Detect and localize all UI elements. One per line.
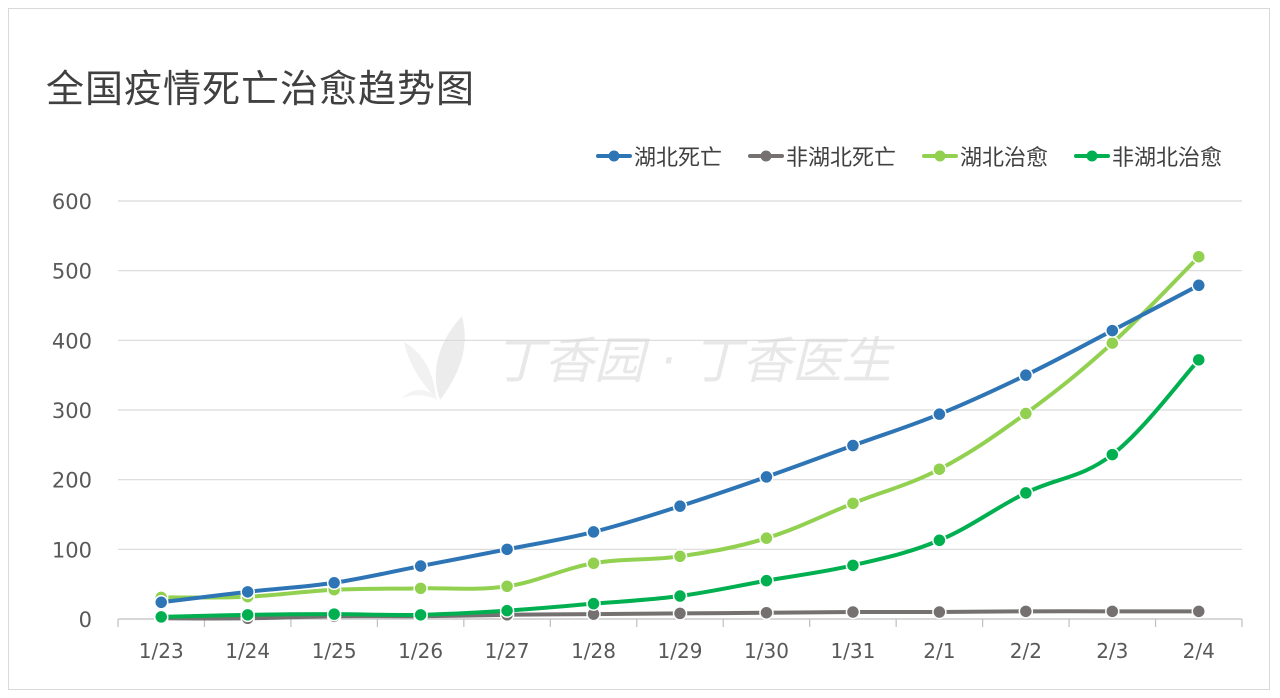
legend-label: 非湖北治愈: [1111, 146, 1222, 171]
data-point: [1191, 249, 1207, 264]
data-point: [845, 604, 861, 620]
x-tick-label: 1/30: [744, 639, 789, 663]
data-point: [932, 604, 947, 620]
data-point: [499, 603, 515, 618]
data-point: [932, 461, 947, 477]
data-point: [1105, 447, 1120, 462]
data-point: [759, 573, 774, 588]
data-point: [586, 596, 601, 611]
data-point: [240, 584, 255, 600]
x-tick-label: 1/26: [398, 639, 443, 663]
y-tick-label: 400: [52, 329, 92, 353]
legend-label: 湖北死亡: [633, 146, 722, 171]
data-point: [326, 606, 342, 622]
x-tick-label: 1/28: [571, 639, 616, 663]
data-point: [759, 469, 774, 485]
legend-marker: [1086, 150, 1098, 162]
data-point: [413, 581, 428, 596]
legend-item-non-hubei-recovered: 非湖北治愈: [1073, 140, 1222, 172]
data-point: [672, 498, 688, 514]
data-point: [1105, 323, 1120, 338]
data-point: [413, 607, 428, 623]
chart-frame: [8, 8, 1270, 690]
data-point: [499, 579, 515, 594]
chart-legend: 湖北死亡 非湖北死亡 湖北治愈 非湖北治愈: [595, 140, 1222, 172]
series-line: [159, 254, 1201, 600]
data-point: [932, 533, 947, 548]
legend-label: 湖北治愈: [959, 146, 1048, 171]
x-tick-label: 1/25: [312, 639, 357, 663]
series-0: [153, 278, 1207, 610]
leaf-logo-icon: [402, 316, 465, 400]
y-tick-label: 300: [52, 399, 92, 423]
legend-label: 非湖北死亡: [785, 146, 896, 171]
data-point: [1191, 352, 1207, 368]
y-tick-label: 100: [52, 538, 92, 562]
data-point: [586, 556, 601, 571]
data-point: [1105, 335, 1120, 351]
x-tick-label: 1/24: [225, 639, 270, 663]
data-point: [499, 542, 515, 557]
data-point: [1191, 278, 1207, 293]
legend-swatch-icon: [1073, 150, 1110, 162]
data-point: [1018, 367, 1034, 383]
data-point: [932, 406, 947, 422]
data-point: [1191, 604, 1207, 619]
chart-title: 全国疫情死亡治愈趋势图: [46, 67, 476, 111]
series-lines: [153, 249, 1207, 626]
x-axis-ticks: 1/23 1/24 1/25 1/26 1/27 1/28 1/29 1/30 1/31 2/1 2…: [117, 619, 1243, 663]
x-tick-label: 1/27: [485, 639, 530, 663]
y-tick-label: 600: [52, 190, 92, 214]
legend-item-non-hubei-deaths: 非湖北死亡: [747, 140, 896, 172]
x-tick-label: 2/3: [1096, 639, 1128, 663]
series-2: [153, 249, 1207, 605]
data-point: [672, 549, 688, 564]
data-point: [759, 605, 774, 620]
data-point: [845, 558, 861, 573]
x-tick-label: 2/1: [923, 639, 955, 663]
data-point: [845, 496, 861, 511]
x-tick-label: 1/31: [830, 639, 875, 663]
legend-item-hubei-deaths: 湖北死亡: [595, 140, 722, 172]
data-point: [1018, 485, 1034, 501]
x-tick-label: 2/4: [1183, 639, 1215, 663]
data-point: [413, 558, 428, 574]
data-point: [759, 530, 774, 546]
data-point: [326, 575, 342, 591]
x-tick-label: 1/23: [139, 639, 184, 663]
data-point: [153, 609, 169, 625]
legend-marker: [608, 150, 620, 162]
legend-item-hubei-recovered: 湖北治愈: [921, 140, 1048, 172]
y-tick-label: 200: [52, 469, 92, 493]
y-axis-ticks: 0 100 200 300 400 500 600: [52, 190, 92, 632]
legend-marker: [934, 150, 946, 162]
x-tick-label: 1/29: [658, 639, 703, 663]
watermark-text: 丁香园 · 丁香医生: [494, 332, 892, 390]
data-point: [845, 438, 861, 453]
y-tick-label: 0: [79, 608, 92, 632]
data-point: [1105, 604, 1120, 619]
data-point: [153, 595, 169, 610]
y-tick-label: 500: [52, 260, 92, 284]
legend-marker: [760, 150, 772, 162]
watermark: 丁香园 · 丁香医生: [400, 312, 892, 402]
legend-swatch-icon: [921, 150, 958, 162]
legend-swatch-icon: [747, 150, 784, 162]
data-point: [672, 606, 688, 621]
data-point: [1018, 604, 1034, 619]
x-tick-label: 2/2: [1010, 639, 1042, 663]
data-point: [240, 607, 255, 623]
data-point: [1018, 406, 1034, 421]
data-point: [672, 588, 688, 604]
data-point: [586, 524, 601, 540]
series-3: [153, 352, 1207, 625]
legend-swatch-icon: [595, 150, 632, 162]
